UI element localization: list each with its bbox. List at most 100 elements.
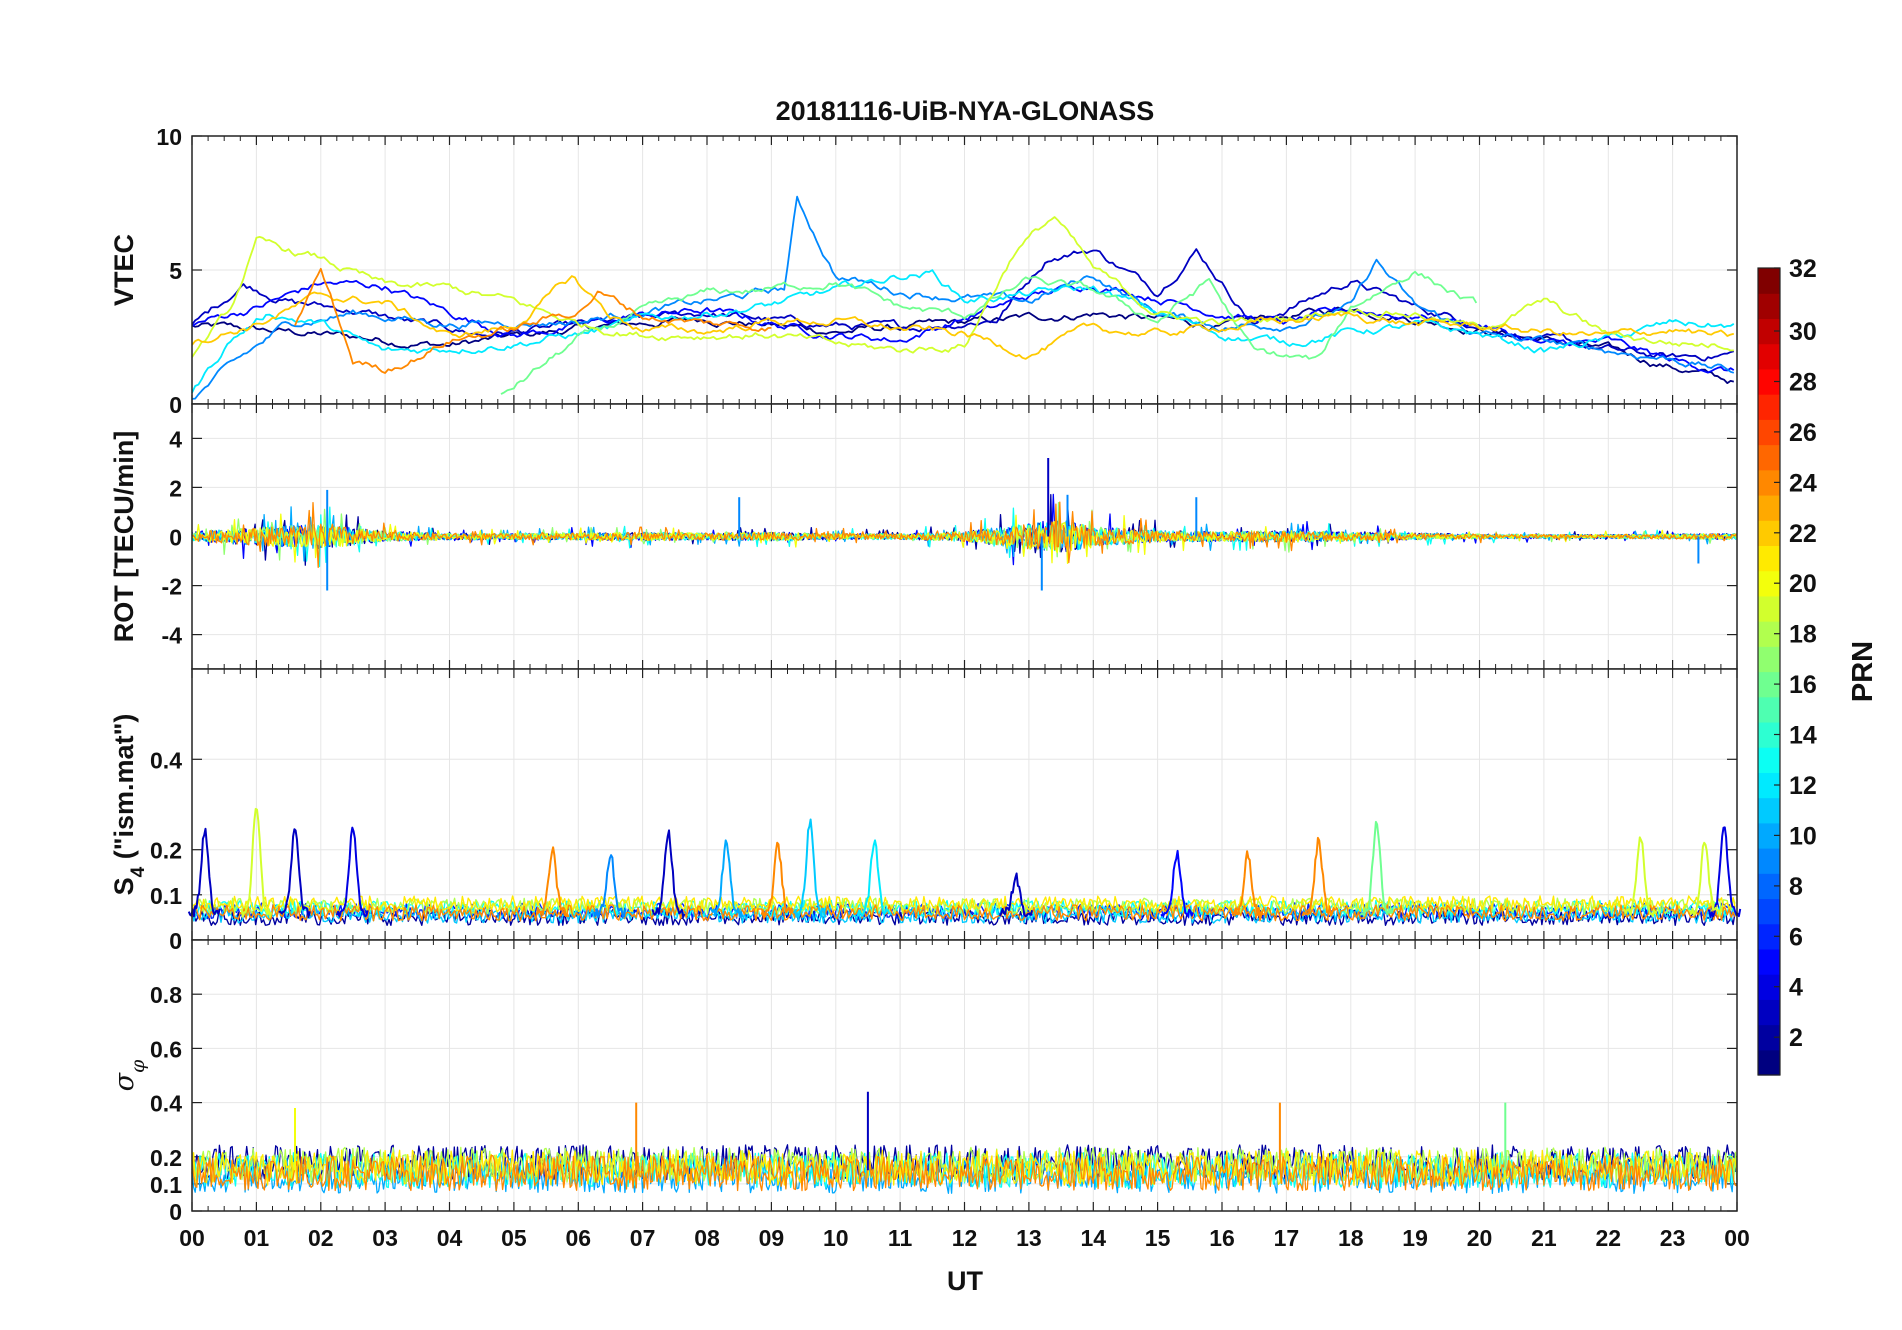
vtec-series-prn-24 — [294, 267, 772, 374]
colorbar-level — [1758, 696, 1780, 723]
colorbar-level — [1758, 1049, 1780, 1076]
x-tick-label: 20 — [1467, 1225, 1493, 1251]
colorbar-level — [1758, 1024, 1780, 1051]
s4-spike — [1707, 826, 1742, 918]
y-axis-label-rot: ROT [TECU/min] — [109, 431, 139, 642]
x-tick-label: 13 — [1016, 1225, 1042, 1251]
x-tick-label: 07 — [630, 1225, 656, 1251]
s4-spike — [1623, 836, 1658, 918]
y-tick-label: 0.2 — [150, 1145, 182, 1171]
s4-spike — [593, 854, 627, 918]
y-tick-label: 10 — [156, 124, 182, 150]
s4-spike — [335, 826, 369, 918]
colorbar-tick-label: 14 — [1789, 722, 1817, 750]
s4-spike — [760, 841, 795, 918]
colorbar-level — [1758, 646, 1780, 673]
colorbar-level — [1758, 494, 1780, 521]
y-tick-label: 0 — [169, 1199, 182, 1225]
panel-vtec-data — [191, 195, 1735, 400]
colorbar-tick-label: 2 — [1789, 1024, 1803, 1052]
colorbar-level — [1758, 974, 1780, 1000]
x-tick-label: 02 — [308, 1225, 334, 1251]
colorbar-tick-label: 18 — [1789, 621, 1817, 649]
colorbar-level — [1758, 898, 1780, 925]
colorbar-tick-label: 22 — [1789, 520, 1817, 548]
x-tick-label: 22 — [1596, 1225, 1622, 1251]
panel-vtec: 0 5 10 VTEC — [109, 124, 1738, 418]
y-tick-label: 0 — [169, 928, 182, 954]
s4-series-prn-13 — [191, 899, 1736, 917]
y-tick-label: 0.1 — [150, 883, 182, 909]
x-tick-label: 23 — [1660, 1225, 1686, 1251]
x-tick-label: 11 — [888, 1225, 913, 1251]
x-tick-label: 12 — [952, 1225, 978, 1251]
x-tick-label: 21 — [1531, 1225, 1557, 1251]
s4-spike — [709, 839, 744, 919]
y-tick-label: 5 — [169, 258, 182, 284]
y-tick-label: 0 — [169, 392, 182, 418]
y-tick-label: -2 — [162, 574, 182, 600]
colorbar-frame — [1757, 267, 1781, 1076]
panel-s4-data — [187, 807, 1742, 926]
s4-spike — [1160, 849, 1194, 917]
rot-series-prn-17 — [191, 501, 1738, 561]
colorbar-tick-label: 26 — [1789, 419, 1817, 447]
colorbar-level — [1758, 318, 1780, 345]
s4-series-prn-24 — [191, 904, 1736, 922]
colorbar-level — [1758, 999, 1780, 1026]
colorbar-level — [1758, 848, 1780, 874]
x-tick-label: 14 — [1081, 1225, 1107, 1251]
y-axis-label-sigma_phi: σφ — [109, 1059, 149, 1091]
panel-sigma_phi-frame — [191, 939, 1738, 1212]
colorbar-tick-label: 20 — [1789, 570, 1817, 598]
panel-rot: -4 -2 0 2 4 ROT [TECU/min] — [109, 403, 1738, 670]
s4-spike — [535, 846, 570, 918]
x-tick-label: 10 — [823, 1225, 849, 1251]
colorbar-level — [1758, 520, 1780, 547]
colorbar-level — [1758, 293, 1780, 320]
x-tick-label: 05 — [501, 1225, 527, 1251]
colorbar-level — [1758, 419, 1780, 446]
y-tick-label: 2 — [169, 475, 182, 501]
vtec-series-prn-22 — [191, 275, 1735, 360]
s4-spike — [239, 807, 273, 918]
colorbar-tick-label: 32 — [1789, 255, 1817, 283]
colorbar-level — [1758, 570, 1780, 597]
colorbar-level — [1758, 873, 1780, 900]
s4-spike — [857, 839, 891, 917]
colorbar-tick-label: 16 — [1789, 671, 1817, 699]
y-tick-label: 0.4 — [150, 1091, 182, 1117]
colorbar-tick-label: 6 — [1789, 923, 1803, 951]
x-tick-label: 15 — [1145, 1225, 1171, 1251]
s4-spike — [1688, 841, 1722, 917]
rot-series-prn-24 — [191, 501, 1738, 569]
vtec-series-prn-12 — [191, 269, 1735, 394]
y-tick-label: 0.1 — [150, 1172, 182, 1198]
x-tick-label: 19 — [1402, 1225, 1428, 1251]
colorbar-level — [1758, 923, 1780, 950]
colorbar-level — [1758, 368, 1780, 395]
s4-spike — [187, 827, 221, 918]
colorbar-tick-label: 4 — [1789, 974, 1803, 1002]
colorbar-level — [1758, 948, 1780, 975]
chart-title: 20181116-UiB-NYA-GLONASS — [776, 96, 1155, 126]
colorbar-level — [1758, 772, 1780, 799]
x-tick-label: 08 — [694, 1225, 720, 1251]
colorbar-level — [1758, 545, 1780, 572]
s4-spike — [792, 818, 827, 918]
colorbar-level — [1758, 822, 1780, 849]
colorbar-tick-label: 12 — [1789, 772, 1817, 800]
colorbar-level — [1758, 343, 1780, 370]
y-tick-label: 4 — [169, 426, 182, 452]
colorbar-level — [1758, 621, 1780, 647]
y-axis-label-s4: S4 ("ism.mat") — [109, 714, 149, 896]
x-tick-label: 06 — [566, 1225, 592, 1251]
x-tick-label: 01 — [244, 1225, 270, 1251]
panel-sigma_phi: 00.10.2 0.4 0.6 0.8 σφ — [109, 939, 1738, 1225]
colorbar-tick-label: 10 — [1789, 822, 1817, 850]
y-axis-label-vtec: VTEC — [109, 234, 139, 306]
y-tick-label: -4 — [162, 623, 183, 649]
